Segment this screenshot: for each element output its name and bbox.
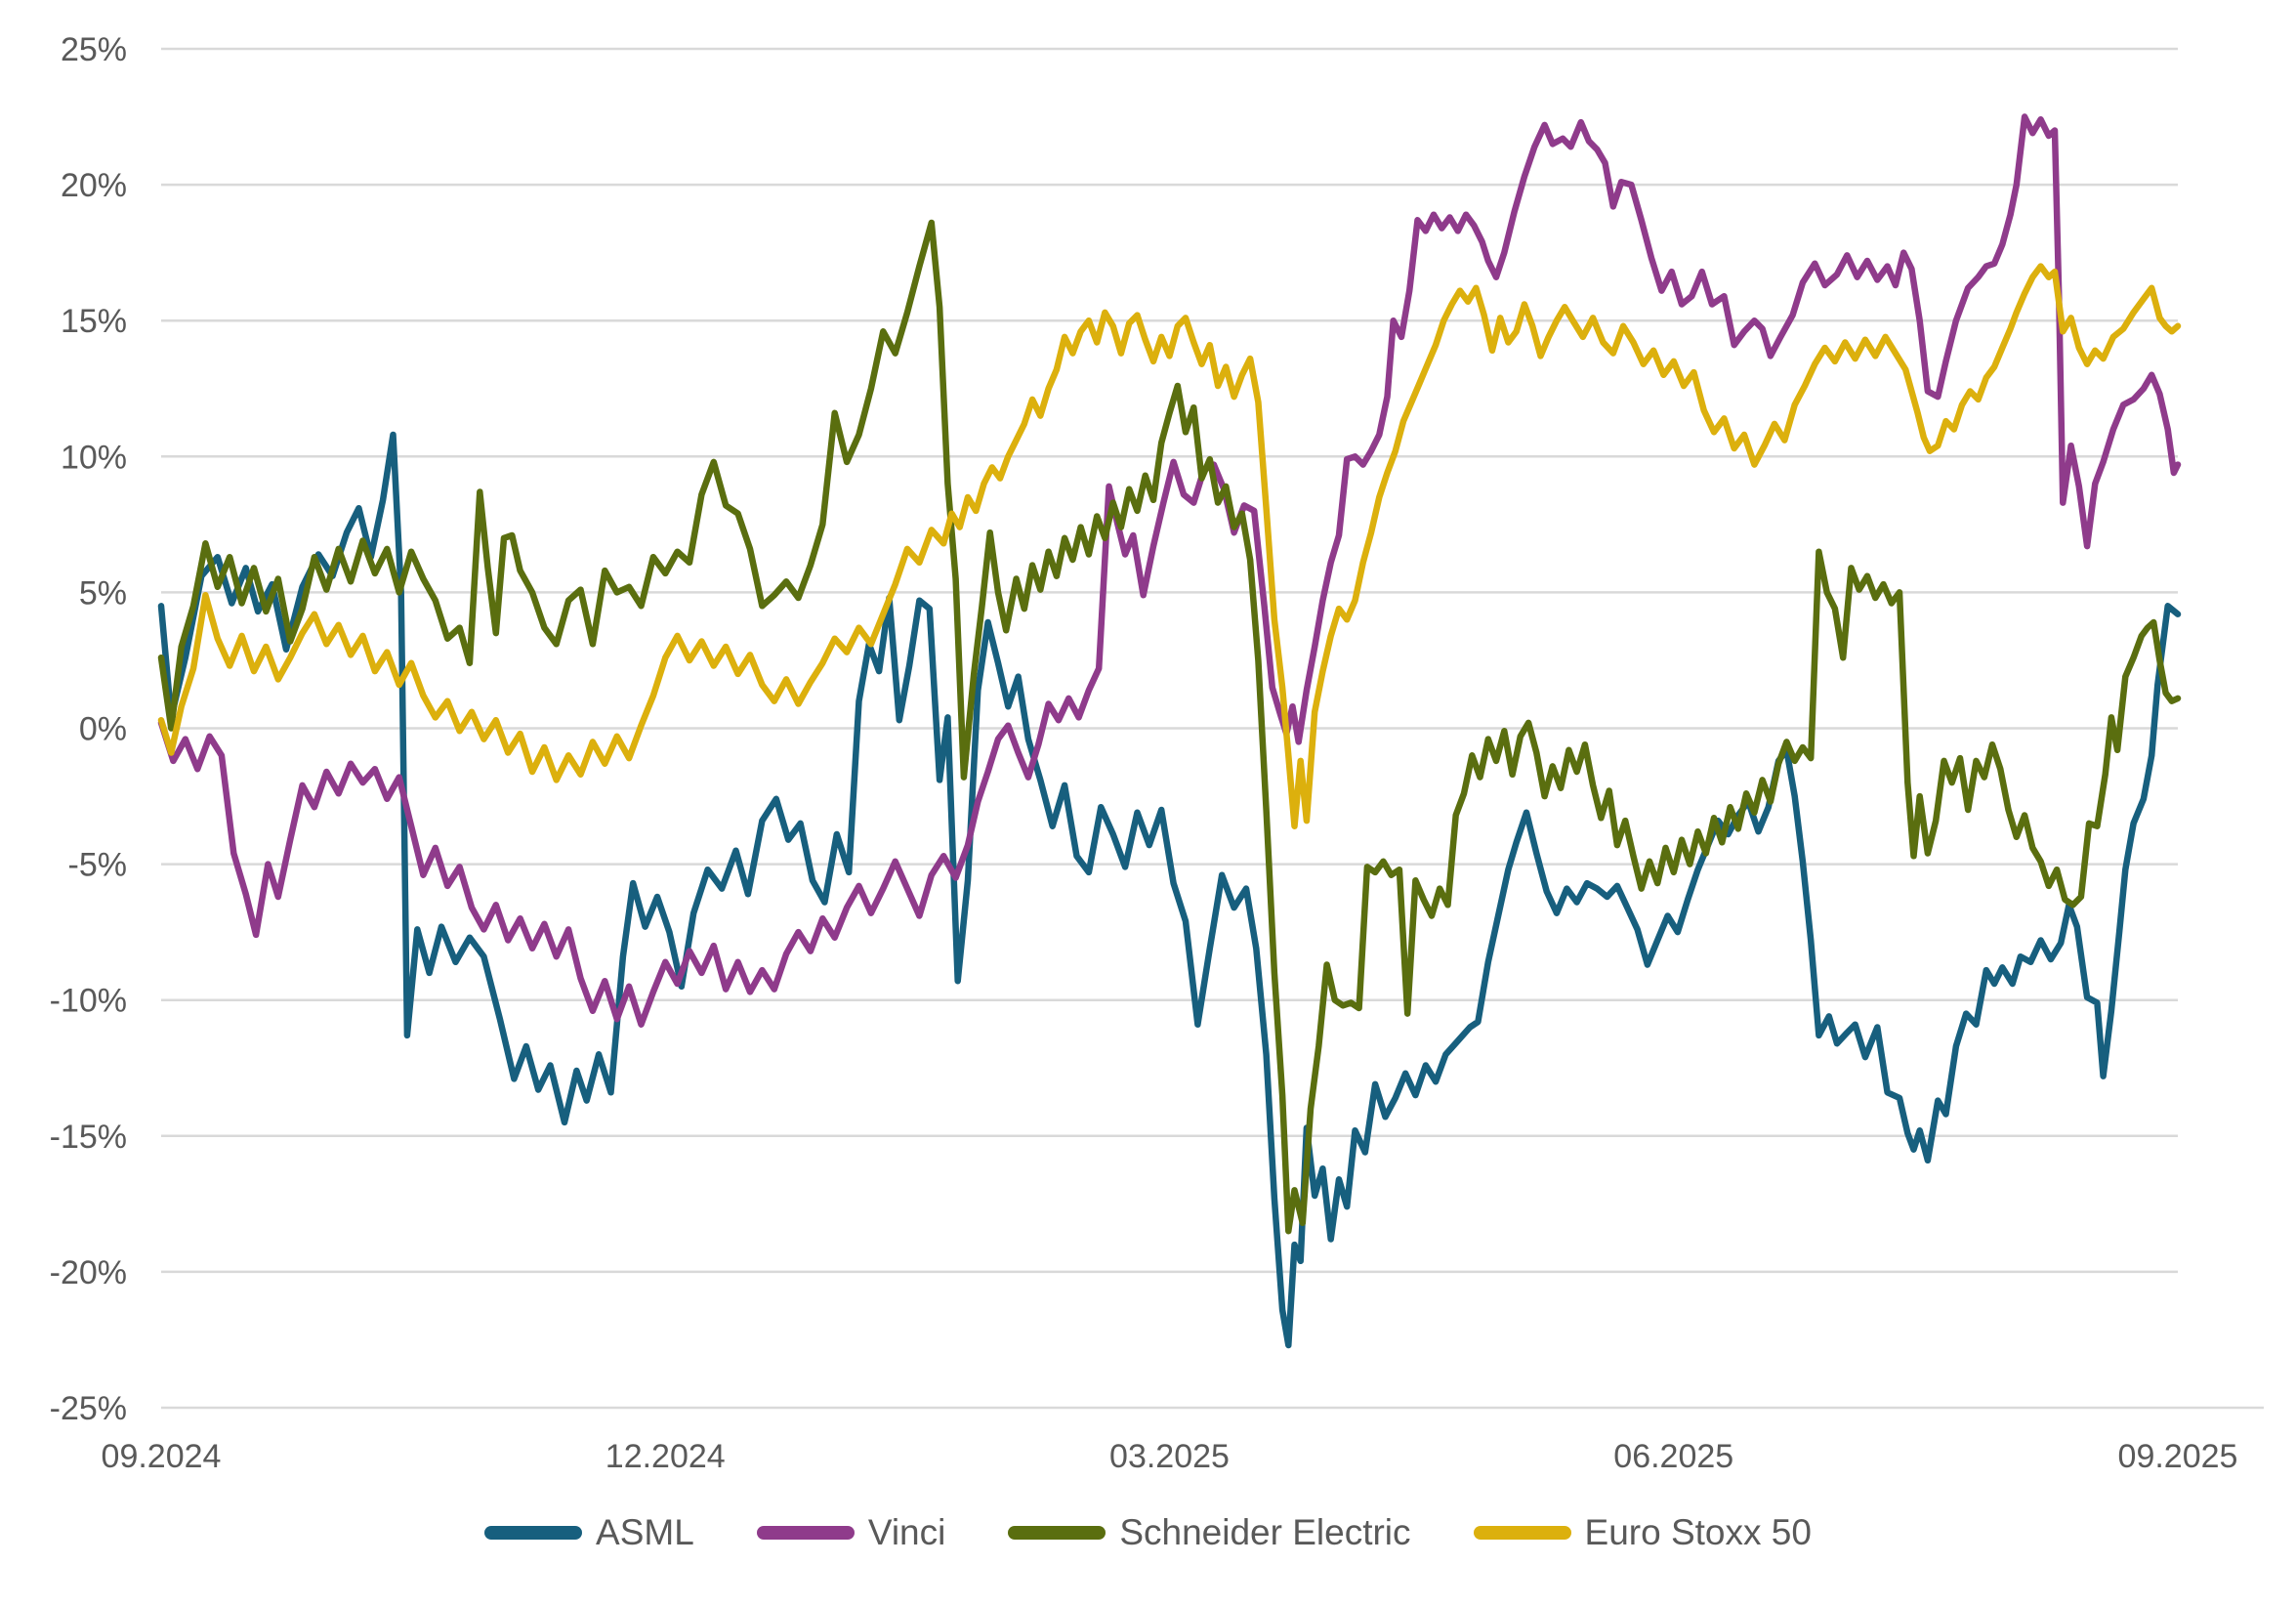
y-axis-label: 0% (79, 711, 127, 748)
y-axis-label: 5% (79, 574, 127, 612)
x-axis-label: 12.2024 (605, 1438, 726, 1475)
y-axis-label: -15% (50, 1119, 127, 1156)
chart-legend: ASML Vinci Schneider Electric Euro Stoxx 50 (0, 1512, 2296, 1553)
y-axis-label: -5% (68, 847, 127, 884)
y-axis-label: -25% (50, 1390, 127, 1427)
legend-label: Vinci (867, 1512, 946, 1552)
legend-swatch-icon (1473, 1526, 1571, 1540)
y-axis-label: -20% (50, 1254, 127, 1291)
x-axis-label: 06.2025 (1613, 1438, 1733, 1475)
legend-item-euro-stoxx-50: Euro Stoxx 50 (1473, 1512, 1812, 1553)
legend-item-vinci: Vinci (756, 1512, 946, 1553)
x-axis-label: 09.2025 (2118, 1438, 2238, 1475)
legend-label: Euro Stoxx 50 (1584, 1512, 1812, 1552)
y-axis-label: 15% (61, 303, 127, 340)
legend-swatch-icon (756, 1526, 855, 1540)
series-line-schneider-electric (157, 219, 2182, 1235)
y-axis-label: 10% (61, 439, 127, 476)
series-line-asml (157, 431, 2182, 1349)
legend-label: ASML (596, 1512, 694, 1552)
x-axis-label: 03.2025 (1109, 1438, 1230, 1475)
legend-swatch-icon (484, 1526, 583, 1540)
y-axis-label: 20% (61, 167, 127, 204)
y-axis-label: 25% (61, 31, 127, 68)
x-axis-label: 09.2024 (102, 1438, 222, 1475)
legend-swatch-icon (1008, 1526, 1106, 1540)
y-axis-label: -10% (50, 983, 127, 1020)
legend-item-schneider-electric: Schneider Electric (1008, 1512, 1411, 1553)
series-line-vinci (157, 113, 2182, 1028)
legend-item-asml: ASML (484, 1512, 694, 1553)
series-line-euro-stoxx-50 (157, 263, 2182, 829)
legend-label: Schneider Electric (1119, 1512, 1411, 1552)
